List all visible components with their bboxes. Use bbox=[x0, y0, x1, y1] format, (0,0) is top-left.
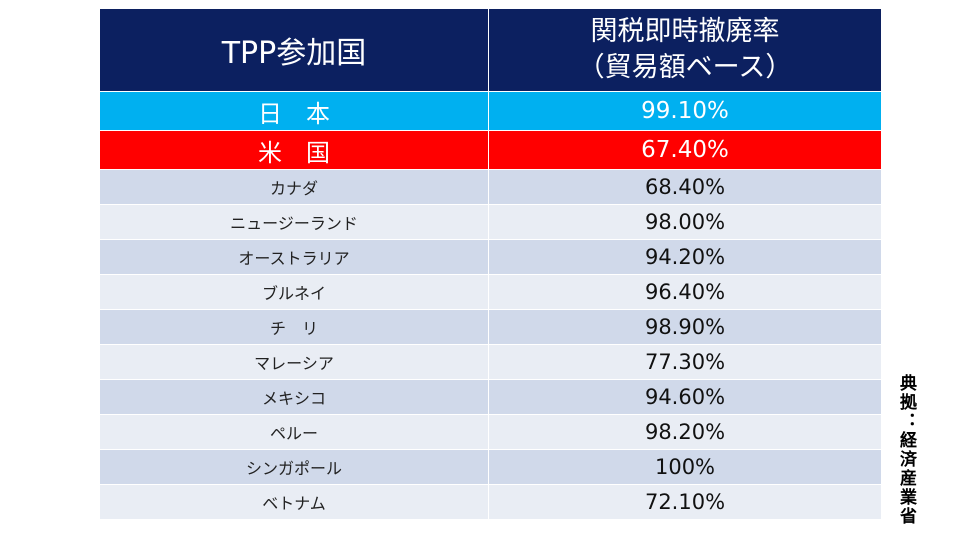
country-rows: カナダ 68.40% ニュージーランド 98.00% オーストラリア 94.20% ブルネイ… bbox=[99, 169, 882, 520]
tariff-rate: 99.10% bbox=[488, 91, 882, 131]
tariff-rate: 96.40% bbox=[488, 274, 882, 310]
tariff-rate: 94.60% bbox=[488, 379, 882, 415]
source-note: 典拠：経済産業省 bbox=[896, 374, 916, 526]
tariff-rate: 98.00% bbox=[488, 204, 882, 240]
table-row: ペルー 98.20% bbox=[99, 414, 882, 450]
header-country: TPP参加国 bbox=[99, 8, 489, 92]
table-row: シンガポール 100% bbox=[99, 449, 882, 485]
tariff-rate: 100% bbox=[488, 449, 882, 485]
header-rate-line2: （貿易額ベース） bbox=[577, 52, 793, 83]
country-name: ニュージーランド bbox=[99, 204, 489, 240]
table-row: カナダ 68.40% bbox=[99, 169, 882, 205]
table-header-row: TPP参加国 関税即時撤廃率 （貿易額ベース） bbox=[99, 8, 882, 92]
country-name: ペルー bbox=[99, 414, 489, 450]
country-name: 日 本 bbox=[99, 91, 489, 131]
table-row: ブルネイ 96.40% bbox=[99, 274, 882, 310]
country-name: ベトナム bbox=[99, 484, 489, 520]
tariff-rate: 77.30% bbox=[488, 344, 882, 380]
table-row: オーストラリア 94.20% bbox=[99, 239, 882, 275]
country-name: 米 国 bbox=[99, 130, 489, 170]
table-row: ニュージーランド 98.00% bbox=[99, 204, 882, 240]
tariff-rate: 67.40% bbox=[488, 130, 882, 170]
tariff-rate: 72.10% bbox=[488, 484, 882, 520]
country-name: チ リ bbox=[99, 309, 489, 345]
tariff-rate: 94.20% bbox=[488, 239, 882, 275]
country-name: ブルネイ bbox=[99, 274, 489, 310]
highlight-row: 日 本 99.10% bbox=[99, 91, 882, 131]
header-rate-line1: 関税即時撤廃率 bbox=[590, 16, 780, 47]
table-row: チ リ 98.90% bbox=[99, 309, 882, 345]
header-rate: 関税即時撤廃率 （貿易額ベース） bbox=[488, 8, 882, 92]
tariff-rate: 98.20% bbox=[488, 414, 882, 450]
country-name: シンガポール bbox=[99, 449, 489, 485]
table-row: メキシコ 94.60% bbox=[99, 379, 882, 415]
country-name: カナダ bbox=[99, 169, 489, 205]
table-row: マレーシア 77.30% bbox=[99, 344, 882, 380]
tariff-rate: 68.40% bbox=[488, 169, 882, 205]
highlight-rows: 日 本 99.10% 米 国 67.40% bbox=[99, 91, 882, 170]
country-name: メキシコ bbox=[99, 379, 489, 415]
table-row: ベトナム 72.10% bbox=[99, 484, 882, 520]
highlight-row: 米 国 67.40% bbox=[99, 130, 882, 170]
country-name: オーストラリア bbox=[99, 239, 489, 275]
tariff-rate: 98.90% bbox=[488, 309, 882, 345]
tpp-tariff-table: TPP参加国 関税即時撤廃率 （貿易額ベース） 日 本 99.10% 米 国 67.4… bbox=[99, 8, 882, 520]
country-name: マレーシア bbox=[99, 344, 489, 380]
